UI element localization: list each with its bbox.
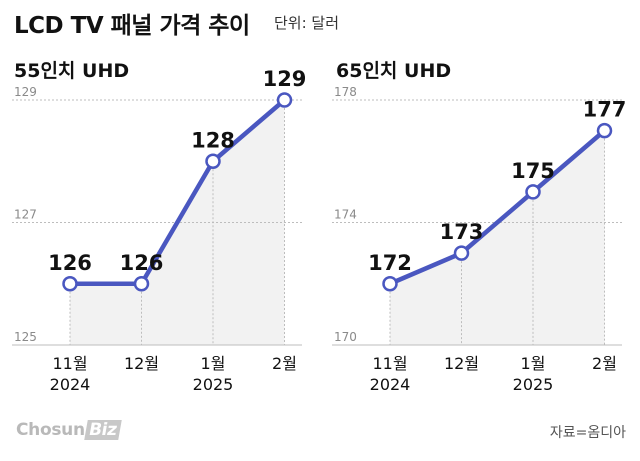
series-line bbox=[67, 97, 287, 286]
x-tick-label: 2025 bbox=[193, 375, 234, 394]
data-point bbox=[596, 122, 613, 139]
series-line bbox=[387, 128, 607, 286]
y-tick-label: 170 bbox=[334, 330, 357, 344]
data-point bbox=[205, 153, 221, 169]
logo-accent-text: Biz bbox=[84, 420, 122, 440]
data-label: 126 bbox=[48, 251, 92, 275]
data-point bbox=[453, 245, 470, 261]
y-tick-label: 178 bbox=[334, 85, 357, 99]
chart-65-title: 65인치 UHD bbox=[336, 60, 452, 82]
data-label: 175 bbox=[511, 159, 555, 183]
data-label: 126 bbox=[120, 251, 164, 275]
x-tick-label: 12월 bbox=[124, 354, 159, 373]
x-tick-label: 12월 bbox=[444, 354, 479, 373]
area-fill bbox=[390, 130, 605, 345]
source-label: 자료=옴디아 bbox=[549, 425, 626, 441]
y-tick-label: 127 bbox=[14, 208, 37, 222]
x-tick-label: 2024 bbox=[370, 375, 411, 394]
chart-55inch: 125 127 129 126 126 128 129 11월 2024 12월 1월 2025 2월 bbox=[12, 67, 307, 394]
chosunbiz-logo: Chosun Biz bbox=[16, 420, 122, 440]
x-tick-label: 2024 bbox=[50, 375, 91, 394]
data-point bbox=[133, 276, 150, 292]
x-tick-label: 1월 bbox=[521, 354, 546, 373]
x-tick-label: 11월 bbox=[52, 354, 87, 373]
data-point bbox=[525, 184, 541, 200]
y-tick-label: 125 bbox=[14, 330, 37, 344]
chart-55-title: 55인치 UHD bbox=[14, 60, 130, 82]
data-label: 177 bbox=[583, 98, 627, 122]
data-label: 172 bbox=[368, 251, 412, 275]
chart-65inch: 170 174 178 172 173 175 177 11월 2024 12월 1월 2025 2월 bbox=[332, 85, 627, 394]
chart-title: LCD TV 패널 가격 추이 bbox=[14, 13, 250, 39]
data-point bbox=[276, 92, 293, 108]
x-tick-label: 2월 bbox=[272, 354, 297, 373]
data-label: 128 bbox=[191, 128, 235, 152]
data-point bbox=[62, 276, 78, 292]
y-tick-label: 129 bbox=[14, 85, 37, 99]
data-label: 129 bbox=[263, 67, 307, 91]
logo-main-text: Chosun bbox=[16, 420, 85, 440]
unit-label: 단위: 달러 bbox=[274, 14, 340, 32]
x-tick-label: 1월 bbox=[201, 354, 226, 373]
data-point bbox=[382, 276, 398, 292]
x-tick-label: 2025 bbox=[513, 375, 554, 394]
y-tick-label: 174 bbox=[334, 208, 357, 222]
x-tick-label: 11월 bbox=[372, 354, 407, 373]
data-label: 173 bbox=[440, 220, 484, 244]
x-tick-label: 2월 bbox=[592, 354, 617, 373]
